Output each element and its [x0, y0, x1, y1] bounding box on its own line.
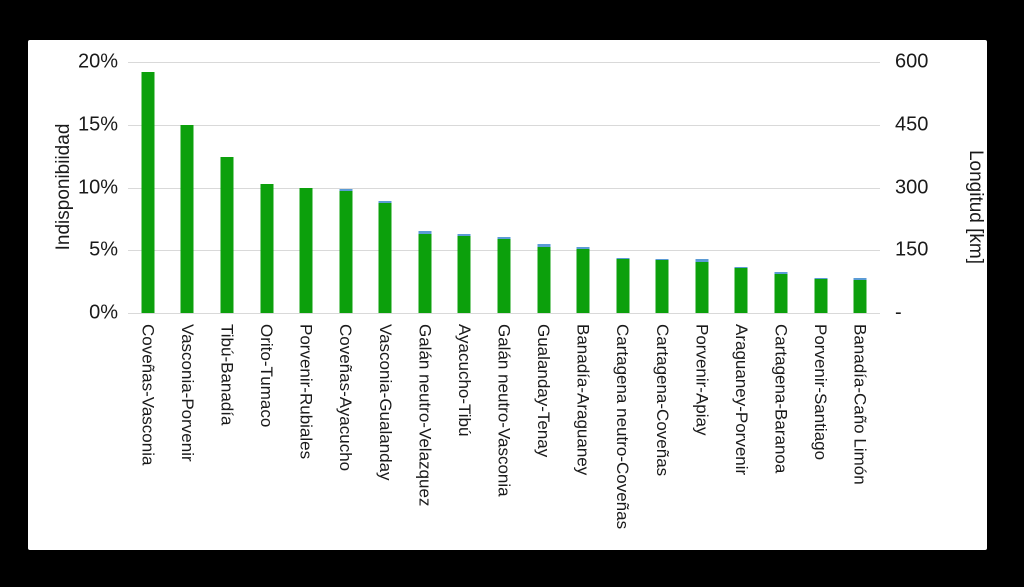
bar-slot	[563, 62, 603, 313]
bar-indisponibilidad	[141, 72, 155, 313]
chart-card: Indisponibiidad Longitud [km] 20% 15% 10% 5…	[28, 40, 987, 550]
x-label-cell: Banadía-Araguaney	[563, 322, 603, 548]
x-label: Porvenir-Apiay	[692, 324, 712, 436]
bar-slot	[445, 62, 485, 313]
bar-slot	[484, 62, 524, 313]
bar-indisponibilidad	[260, 183, 274, 313]
bar-indisponibilidad	[814, 279, 828, 313]
bar-indisponibilidad	[774, 274, 788, 313]
x-label: Tibú-Banadía	[217, 324, 237, 426]
plot-area	[128, 62, 880, 314]
bar-slot	[603, 62, 643, 313]
bar-slot	[840, 62, 880, 313]
bar-indisponibilidad	[339, 191, 353, 313]
x-label: Ayacucho-Tibú	[454, 324, 474, 437]
bar-indisponibilidad	[418, 233, 432, 313]
bar-slot	[524, 62, 564, 313]
bar-indisponibilidad	[299, 187, 313, 313]
bar-slot	[643, 62, 683, 313]
bar-indisponibilidad	[616, 259, 630, 313]
x-label: Cartagena-Coveñas	[652, 324, 672, 477]
x-label-cell: Vasconia-Gualanday	[365, 322, 405, 548]
x-label-cell: Cartagena neutro-Coveñas	[603, 322, 643, 548]
x-label-cell: Coveñas-Ayacucho	[326, 322, 366, 548]
bar-slot	[801, 62, 841, 313]
tick-label: 5%	[89, 238, 118, 261]
gridline	[128, 62, 880, 63]
tick-label: 600	[895, 50, 929, 73]
bar-slot	[722, 62, 762, 313]
x-label-cell: Vasconia-Porvenir	[168, 322, 208, 548]
x-label: Gualanday-Tenay	[534, 324, 554, 458]
x-label-cell: Porvenir-Rubiales	[286, 322, 326, 548]
right-axis-tick-labels: 600 450 300 150 -	[895, 51, 985, 324]
x-label: Araguaney-Porvenir	[731, 324, 751, 476]
bar-slot	[128, 62, 168, 313]
tick-label: 450	[895, 113, 929, 136]
bar-slot	[761, 62, 801, 313]
x-label-cell: Cartagena-Coveñas	[643, 322, 683, 548]
x-label-cell: Cartagena-Baranoa	[761, 322, 801, 548]
bar-slot	[168, 62, 208, 313]
x-label-cell: Galán neutro-Velazquez	[405, 322, 445, 548]
bar-indisponibilidad	[537, 246, 551, 313]
x-label-cell: Orito-Tumaco	[247, 322, 287, 548]
x-label: Galán neutro-Vasconia	[494, 324, 514, 497]
bar-indisponibilidad	[378, 202, 392, 313]
bar-slot	[207, 62, 247, 313]
x-label: Vasconia-Porvenir	[177, 324, 197, 462]
x-label-cell: Ayacucho-Tibú	[445, 322, 485, 548]
x-label: Cartagena-Baranoa	[771, 324, 791, 474]
x-label: Galán neutro-Velazquez	[415, 324, 435, 507]
bar-slot	[365, 62, 405, 313]
tick-label: -	[895, 301, 902, 324]
tick-label: 150	[895, 238, 929, 261]
bar-slot	[247, 62, 287, 313]
bar-indisponibilidad	[853, 280, 867, 313]
bar-indisponibilidad	[734, 267, 748, 313]
x-label: Orito-Tumaco	[257, 324, 277, 428]
bar-indisponibilidad	[457, 236, 471, 313]
x-label-cell: Banadía-Caño Limón	[840, 322, 880, 548]
bar-slot	[682, 62, 722, 313]
x-label-cell: Araguaney-Porvenir	[722, 322, 762, 548]
bar-slot	[326, 62, 366, 313]
bar-slot	[286, 62, 326, 313]
x-label: Vasconia-Gualanday	[375, 324, 395, 481]
x-label-cell: Gualanday-Tenay	[524, 322, 564, 548]
x-label-cell: Tibú-Banadía	[207, 322, 247, 548]
x-label: Coveñas-Vasconia	[138, 324, 158, 466]
bar-indisponibilidad	[180, 124, 194, 313]
gridline	[128, 187, 880, 189]
x-label-cell: Coveñas-Vasconia	[128, 322, 168, 548]
bar-indisponibilidad	[655, 260, 669, 313]
x-label-cell: Porvenir-Apiay	[682, 322, 722, 548]
bar-indisponibilidad	[576, 249, 590, 313]
tick-label: 300	[895, 176, 929, 198]
tick-label: 15%	[77, 113, 118, 136]
bar-indisponibilidad	[220, 157, 234, 313]
x-label-cell: Porvenir-Santiago	[801, 322, 841, 548]
x-label: Coveñas-Ayacucho	[336, 324, 356, 472]
x-label: Porvenir-Rubiales	[296, 324, 316, 460]
x-axis-category-labels: Coveñas-Vasconia Vasconia-Porvenir Tibú-Ba…	[128, 322, 880, 548]
x-label: Cartagena neutro-Coveñas	[613, 324, 633, 530]
x-label-cell: Galán neutro-Vasconia	[484, 322, 524, 548]
tick-label: 20%	[77, 50, 118, 73]
tick-label: 0%	[89, 301, 118, 324]
x-label: Porvenir-Santiago	[811, 324, 831, 461]
x-axis-baseline	[128, 313, 880, 314]
bar-slot	[405, 62, 445, 313]
left-axis-tick-labels: 20% 15% 10% 5% 0%	[28, 51, 118, 324]
tick-label: 10%	[77, 176, 118, 198]
bar-indisponibilidad	[695, 261, 709, 313]
gridline	[128, 124, 880, 126]
bar-indisponibilidad	[497, 238, 511, 313]
x-label: Banadía-Caño Limón	[850, 324, 870, 485]
x-label: Banadía-Araguaney	[573, 324, 593, 476]
